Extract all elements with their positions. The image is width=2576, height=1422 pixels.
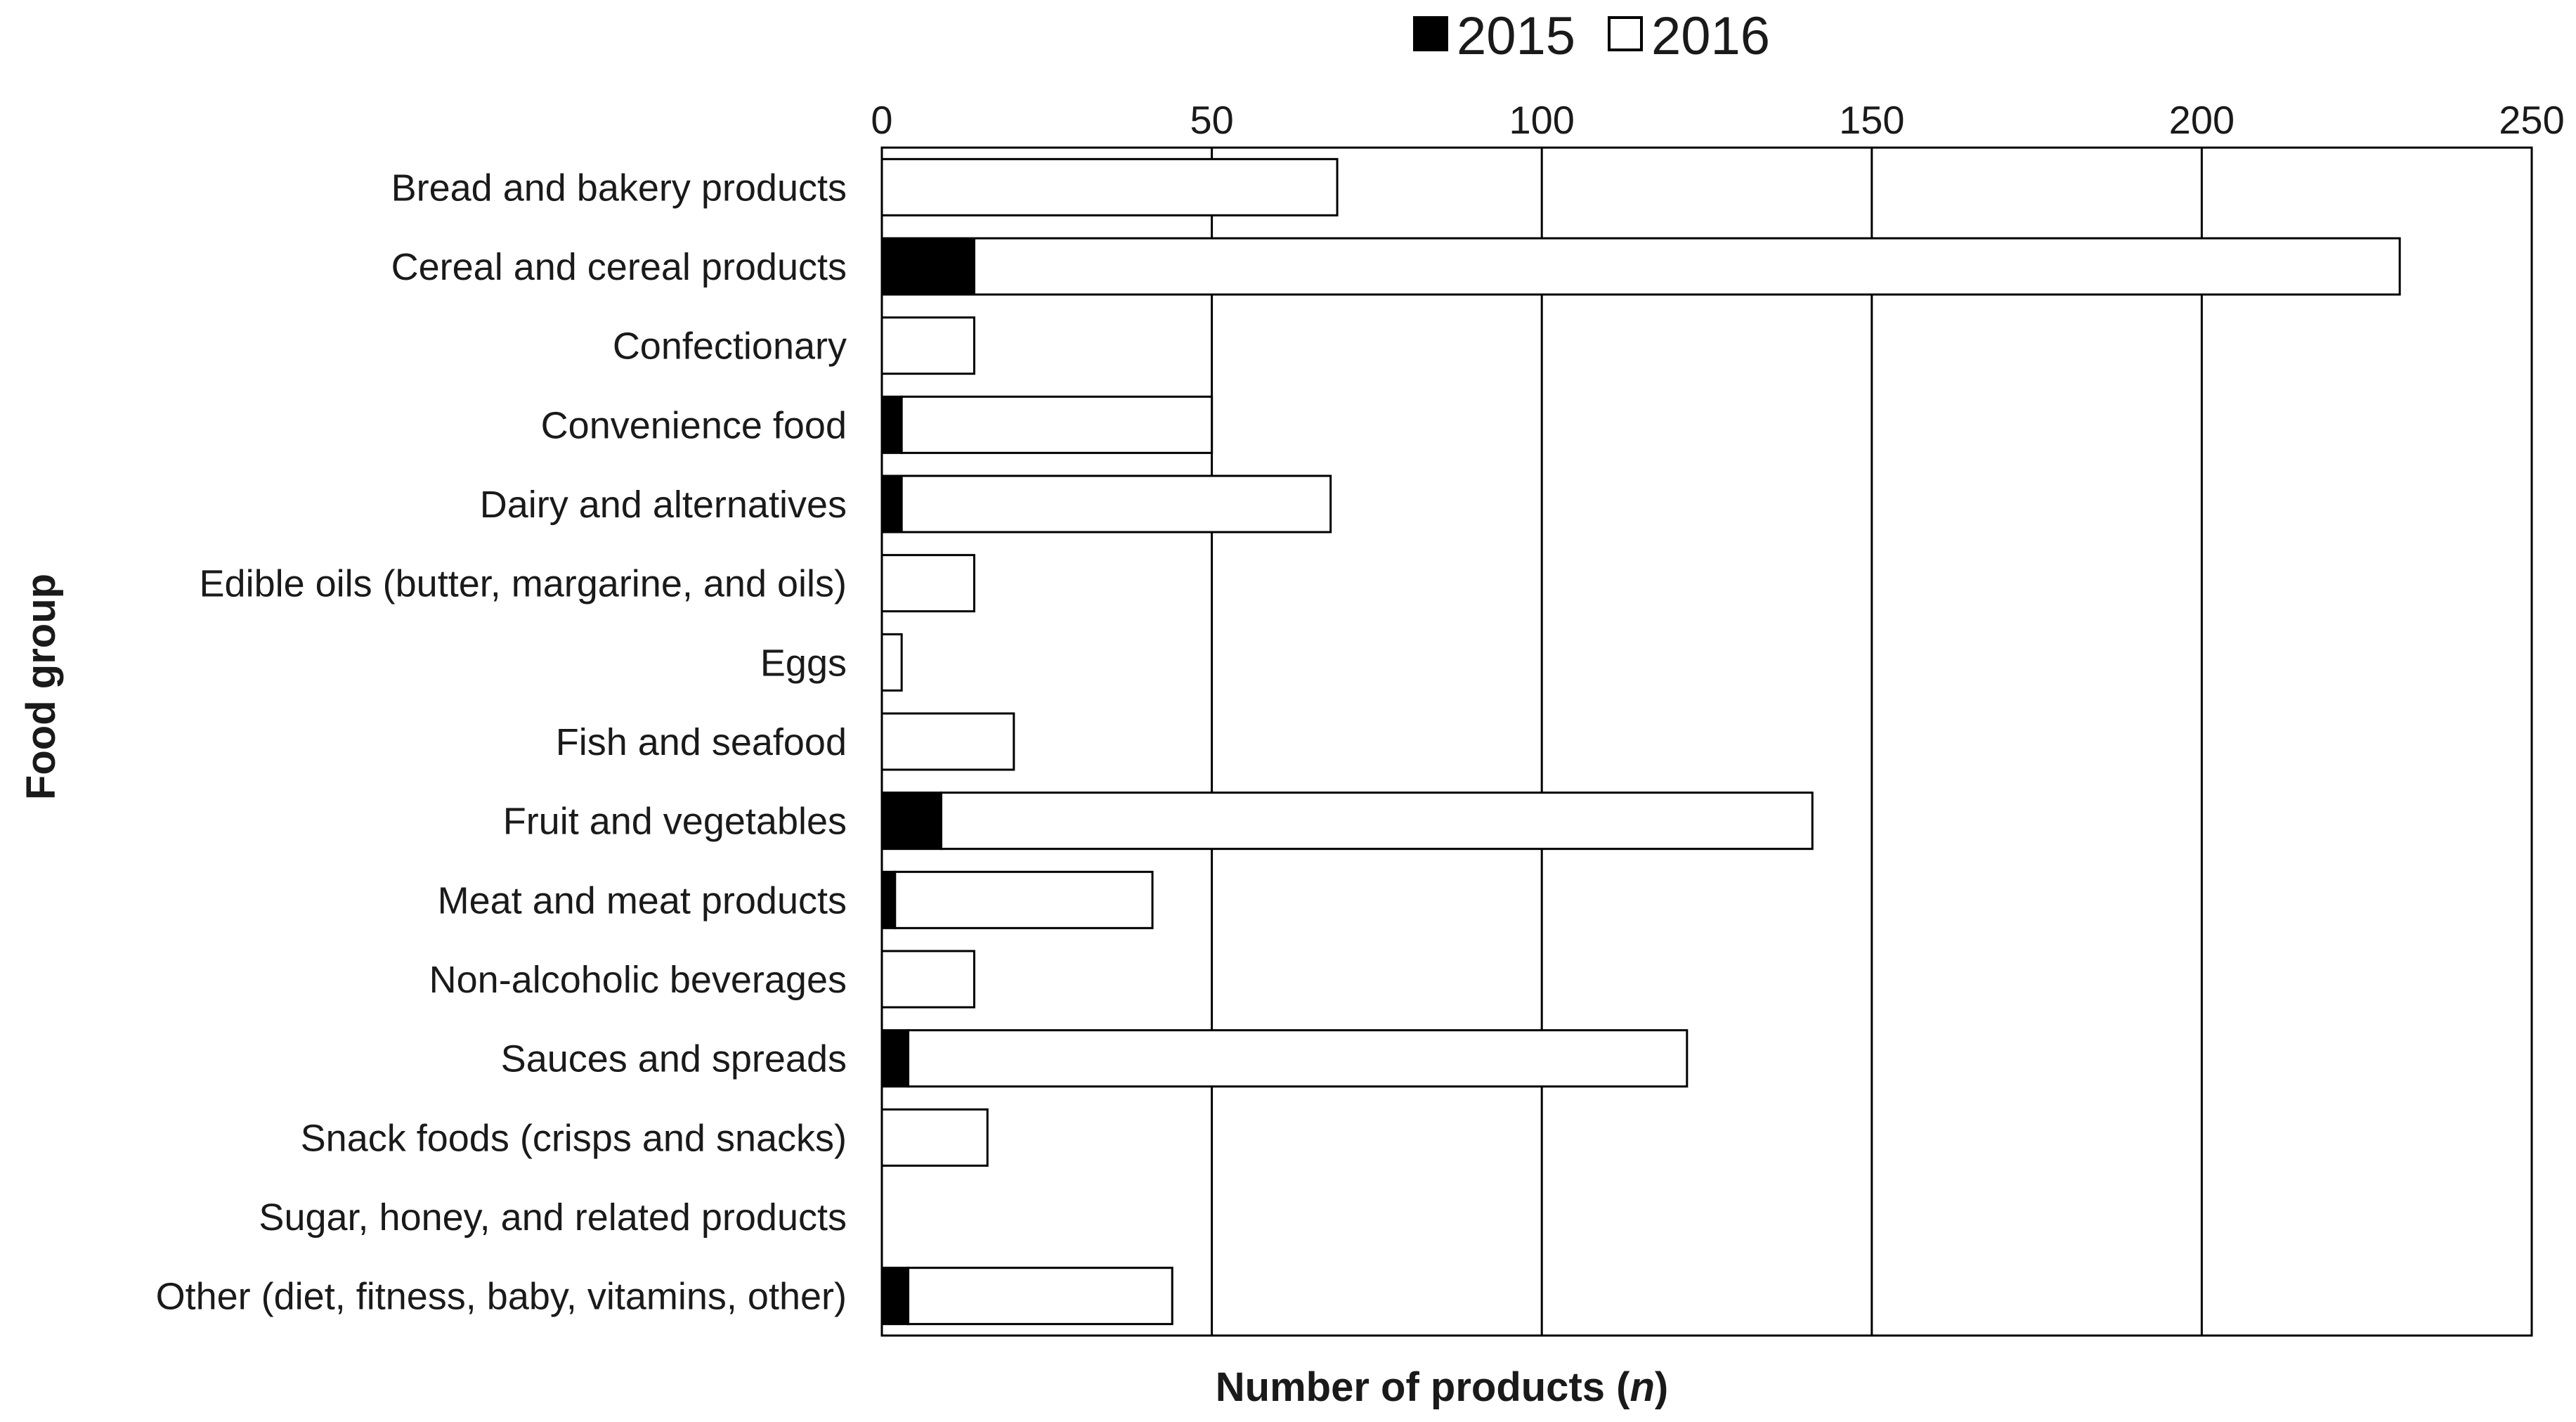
category-label-1: Cereal and cereal products [391, 246, 847, 288]
bar-2016-0 [880, 157, 1339, 216]
x-tick-label-100: 100 [1509, 98, 1574, 142]
bar-2016-9 [894, 870, 1154, 929]
bar-2015-11 [880, 1029, 910, 1088]
bar-2015-14 [880, 1267, 910, 1326]
bar-2016-4 [900, 474, 1332, 534]
bar-2016-11 [907, 1029, 1689, 1088]
category-label-12: Snack foods (crisps and snacks) [301, 1117, 847, 1159]
legend-label-2016: 2016 [1651, 6, 1770, 66]
bar-2016-8 [940, 791, 1814, 851]
bar-2016-6 [880, 633, 903, 692]
x-tick-label-200: 200 [2169, 98, 2235, 142]
legend: 2015 2016 [1413, 6, 1770, 66]
category-label-8: Fruit and vegetables [503, 801, 847, 843]
x-tick-label-50: 50 [1190, 98, 1233, 142]
category-label-13: Sugar, honey, and related products [259, 1196, 847, 1239]
x-tick-label-250: 250 [2499, 98, 2564, 142]
x-tick-label-150: 150 [1839, 98, 1904, 142]
x-axis-title-close-paren: ) [1655, 1364, 1668, 1410]
x-tick-label-0: 0 [871, 98, 892, 142]
x-axis-title-open-paren: ( [1605, 1364, 1630, 1410]
category-label-7: Fish and seafood [556, 721, 847, 763]
legend-swatch-2016 [1608, 16, 1643, 51]
bar-2015-1 [880, 237, 975, 296]
category-label-5: Edible oils (butter, margarine, and oils… [200, 563, 847, 605]
x-axis-title-text: Number of products [1216, 1364, 1605, 1410]
legend-swatch-2015 [1413, 16, 1448, 51]
bar-2015-4 [880, 474, 903, 534]
bar-2016-3 [900, 395, 1214, 454]
category-label-14: Other (diet, fitness, baby, vitamins, ot… [156, 1276, 847, 1318]
gridlines [1211, 148, 2203, 1336]
category-label-2: Confectionary [613, 325, 847, 368]
x-tick-labels: 0 50 100 150 200 250 [871, 98, 2564, 142]
bar-2016-10 [880, 950, 975, 1009]
bar-2016-12 [880, 1108, 989, 1167]
category-label-10: Non-alcoholic beverages [429, 959, 847, 1001]
category-labels: Bread and bakery products Cereal and cere… [156, 167, 847, 1317]
bar-2015-9 [880, 870, 897, 929]
y-axis-title: Food group [18, 574, 64, 800]
bar-2016-5 [880, 554, 975, 613]
bar-2016-2 [880, 316, 975, 375]
x-axis-title: Number of products (n) [1216, 1364, 1668, 1410]
category-label-3: Convenience food [541, 404, 847, 446]
plot-frame [880, 146, 2533, 1337]
bar-2015-8 [880, 791, 943, 851]
legend-label-2015: 2015 [1457, 6, 1575, 66]
category-label-6: Eggs [760, 642, 847, 684]
x-axis-title-variable: n [1629, 1364, 1654, 1410]
category-label-11: Sauces and spreads [501, 1038, 847, 1080]
bar-2016-1 [972, 237, 2401, 296]
bar-2016-14 [907, 1267, 1173, 1326]
bar-2016-7 [880, 712, 1015, 771]
category-label-4: Dairy and alternatives [480, 484, 847, 526]
bar-2015-3 [880, 395, 903, 454]
category-label-9: Meat and meat products [438, 879, 847, 922]
category-label-0: Bread and bakery products [391, 167, 847, 209]
bars [880, 157, 2401, 1326]
